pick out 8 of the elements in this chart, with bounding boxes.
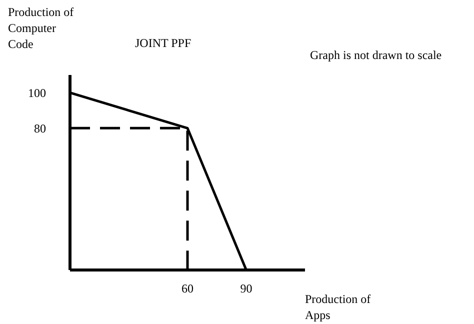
x-tick-label: 90: [240, 282, 252, 296]
x-axis-title: Production of Apps: [305, 291, 372, 323]
chart-title: JOINT PPF: [135, 36, 192, 51]
text: Graph is not drawn to scale: [310, 48, 442, 63]
y-tick-label: 80: [34, 121, 46, 136]
y-axis-title: Production of Computer Code: [8, 4, 75, 52]
y-tick-label: 100: [28, 86, 46, 100]
x-tick-label: 60: [182, 282, 194, 296]
